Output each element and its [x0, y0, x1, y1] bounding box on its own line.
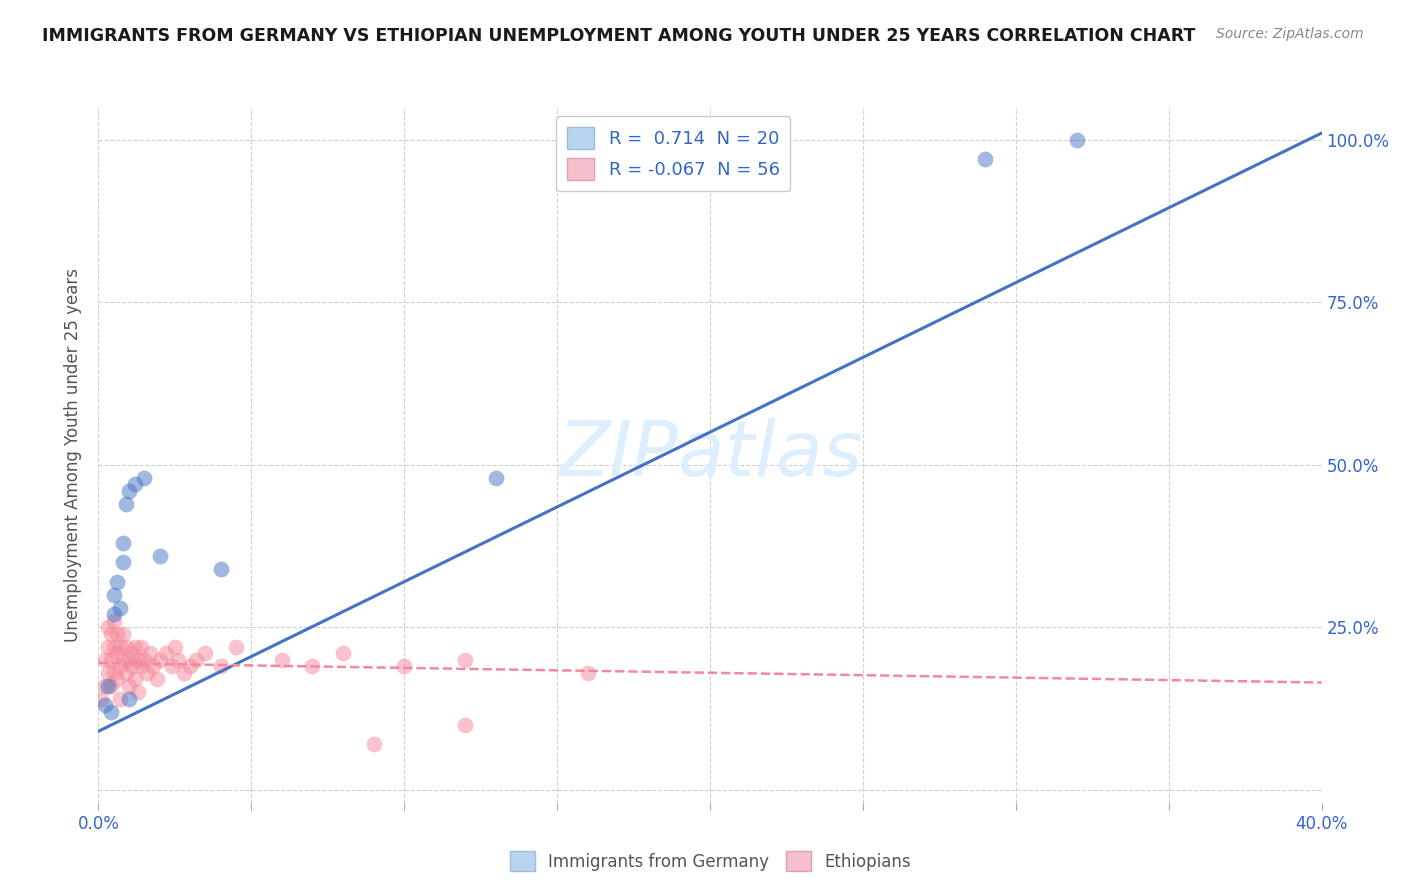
Point [124, 477, 146, 491]
Point [121, 659, 143, 673]
Point [103, 588, 125, 602]
Point [97, 665, 120, 680]
Point [105, 672, 128, 686]
Point [134, 471, 156, 485]
Point [301, 659, 323, 673]
Text: Source: ZipAtlas.com: Source: ZipAtlas.com [1216, 27, 1364, 41]
Point [103, 640, 125, 654]
Point [1066, 132, 1088, 146]
Point [139, 646, 162, 660]
Point [179, 659, 201, 673]
Point [129, 659, 152, 673]
Point [100, 653, 122, 667]
Point [124, 640, 146, 654]
Point [105, 646, 128, 660]
Point [115, 640, 138, 654]
Point [332, 646, 354, 660]
Point [209, 562, 232, 576]
Text: ZIPatlas: ZIPatlas [557, 418, 863, 491]
Point [454, 653, 477, 667]
Point [105, 626, 128, 640]
Point [118, 679, 141, 693]
Point [100, 626, 122, 640]
Point [103, 607, 125, 622]
Point [194, 646, 217, 660]
Point [108, 600, 131, 615]
Point [97, 620, 120, 634]
Point [108, 691, 131, 706]
Point [127, 685, 149, 699]
Point [974, 152, 997, 166]
Point [108, 659, 131, 673]
Point [136, 665, 159, 680]
Point [142, 659, 165, 673]
Point [108, 640, 131, 654]
Point [121, 646, 143, 660]
Point [186, 653, 208, 667]
Point [118, 653, 141, 667]
Point [115, 665, 138, 680]
Point [124, 672, 146, 686]
Point [576, 152, 599, 166]
Point [392, 659, 416, 673]
Point [93, 653, 115, 667]
Point [93, 698, 115, 713]
Point [576, 665, 599, 680]
Point [111, 626, 134, 640]
Point [103, 614, 125, 628]
Point [103, 665, 125, 680]
Point [225, 640, 247, 654]
Point [129, 640, 152, 654]
Point [118, 691, 141, 706]
Text: IMMIGRANTS FROM GERMANY VS ETHIOPIAN UNEMPLOYMENT AMONG YOUTH UNDER 25 YEARS COR: IMMIGRANTS FROM GERMANY VS ETHIOPIAN UNE… [42, 27, 1195, 45]
Y-axis label: Unemployment Among Youth under 25 years: Unemployment Among Youth under 25 years [65, 268, 83, 642]
Point [90, 691, 112, 706]
Point [155, 646, 177, 660]
Point [270, 653, 292, 667]
Legend: Immigrants from Germany, Ethiopians: Immigrants from Germany, Ethiopians [503, 845, 917, 878]
Point [167, 653, 190, 667]
Point [145, 672, 167, 686]
Point [160, 659, 183, 673]
Point [105, 574, 128, 589]
Point [149, 549, 172, 563]
Point [149, 653, 172, 667]
Point [454, 718, 477, 732]
Point [134, 653, 156, 667]
Point [97, 640, 120, 654]
Point [100, 705, 122, 719]
Point [111, 653, 134, 667]
Point [118, 483, 141, 498]
Point [173, 665, 195, 680]
Point [97, 679, 120, 693]
Point [363, 737, 385, 751]
Point [100, 679, 122, 693]
Point [485, 471, 508, 485]
Point [111, 555, 134, 569]
Point [93, 679, 115, 693]
Point [127, 653, 149, 667]
Point [111, 535, 134, 549]
Point [209, 659, 232, 673]
Point [163, 640, 186, 654]
Point [115, 497, 138, 511]
